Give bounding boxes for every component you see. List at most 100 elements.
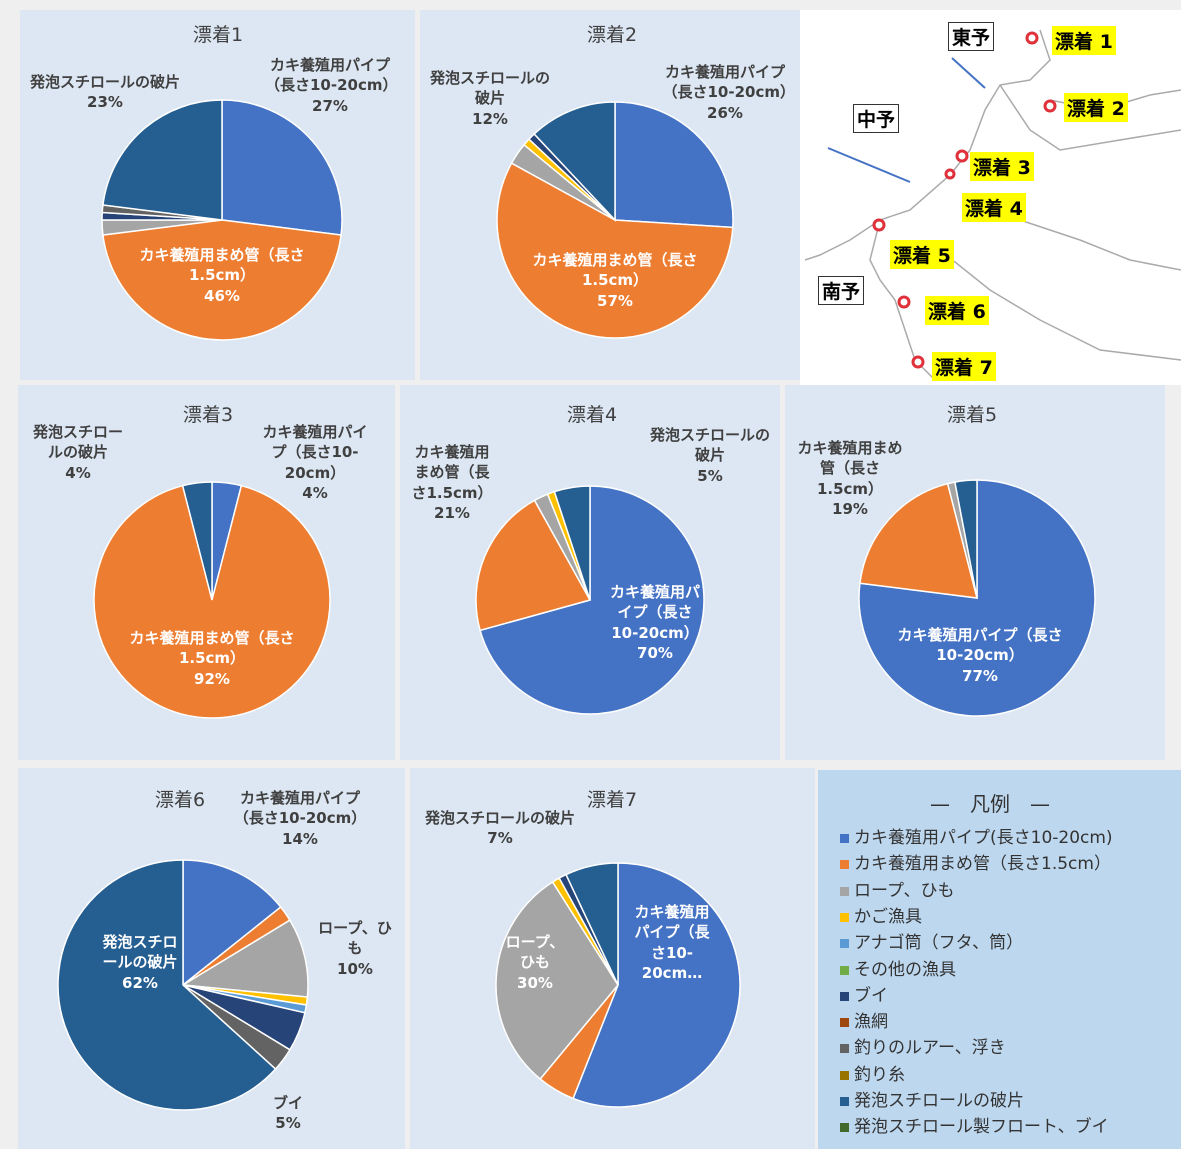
pie-slice [221, 99, 343, 236]
data-label-name: カキ養殖用まめ管（長さ1.5cm） [532, 251, 698, 290]
legend-label: 漁網 [854, 1012, 888, 1033]
data-label: 発泡スチロールの破片 4% [33, 422, 123, 483]
legend-swatch [840, 912, 849, 922]
pie-slice [479, 485, 705, 715]
data-label-name: 発泡スチロールの破片 [30, 73, 181, 91]
pie-slice [533, 101, 616, 222]
legend-item: ブイ [840, 981, 888, 1006]
data-label-name: カキ養殖用パイプ（長さ10-20cm… [634, 903, 710, 982]
data-label-name: カキ養殖用まめ管（長さ1.5cm） [797, 439, 903, 498]
data-label-name: カキ養殖用まめ管（長さ1.5cm） [411, 443, 493, 502]
legend-item: その他の漁具 [840, 955, 956, 980]
legend-label: カキ養殖用まめ管（長さ1.5cm） [854, 854, 1111, 875]
data-label: 発泡スチロールの破片 7% [418, 808, 583, 849]
legend-swatch [840, 1018, 849, 1028]
legend-label: ブイ [854, 985, 888, 1006]
data-label-value: 23% [87, 93, 123, 112]
legend-swatch [840, 939, 849, 949]
legend-swatch [840, 860, 849, 870]
legend-item: 釣り糸 [840, 1060, 905, 1085]
data-label-value: 30% [517, 973, 553, 992]
legend-swatch [840, 1097, 849, 1106]
data-label: 発泡スチロールの破片 62% [99, 932, 181, 993]
map-site: 漂着 3 [970, 152, 1034, 181]
chart-title: 漂着5 [946, 404, 998, 426]
data-label-name: ロープ、ひも [505, 933, 565, 972]
pie-slice [954, 479, 978, 599]
legend-label: その他の漁具 [854, 959, 956, 980]
chart-title: 漂着6 [154, 789, 206, 811]
pie-slice [182, 859, 282, 987]
data-label: カキ養殖用パイプ（長さ10-20cm） 77% [888, 625, 1073, 686]
data-label: ロープ、ひも 30% [505, 932, 565, 993]
legend-swatch [840, 1123, 849, 1133]
legend-swatch [840, 886, 849, 896]
data-label-value: 46% [204, 286, 240, 305]
legend-swatch [840, 1070, 849, 1080]
pie-slice [180, 919, 309, 998]
chart-title: 漂着2 [586, 24, 638, 46]
legend-panel [818, 770, 1181, 1149]
map-line [951, 57, 986, 89]
data-label-value: 62% [122, 973, 158, 992]
legend-label: かご漁具 [854, 906, 922, 927]
legend-item: ロープ、ひも [840, 876, 954, 901]
data-label: ロープ、ひも 10% [315, 918, 395, 979]
data-label-name: カキ養殖用パイプ（長さ10-20cm） [662, 63, 796, 102]
legend-label: 釣り糸 [854, 1064, 905, 1085]
data-label-value: 21% [434, 503, 470, 522]
legend-swatch [840, 1044, 849, 1054]
pie-slice [614, 101, 734, 229]
data-label-value: 10% [337, 959, 373, 978]
legend-label: 釣りのルアー、浮き [854, 1038, 1006, 1059]
chart-title: 漂着7 [586, 789, 638, 811]
legend-item: カキ養殖用まめ管（長さ1.5cm） [840, 849, 1111, 874]
map-site: 漂着 7 [932, 352, 996, 381]
data-label: カキ養殖用パイプ（長さ10-20cm） 4% [259, 422, 371, 503]
data-label-name: カキ養殖用パイプ（長さ10-20cm） [897, 626, 1063, 665]
data-label-value: 7% [487, 829, 513, 848]
map-site: 漂着 6 [925, 296, 989, 325]
legend-item: 発泡スチロールの破片 [840, 1086, 1024, 1111]
chart-title: 漂着3 [182, 404, 234, 426]
legend-label: 発泡スチロールの破片 [854, 1091, 1024, 1111]
data-label-name: 発泡スチロールの破片 [33, 423, 124, 462]
legend-item: かご漁具 [840, 902, 922, 927]
data-label-name: カキ養殖用パイプ（長さ10-20cm） [609, 583, 700, 642]
data-label-value: 26% [707, 103, 743, 122]
legend-label: アナゴ筒（フタ、筒） [854, 933, 1024, 954]
data-label: カキ養殖用まめ管（長さ1.5cm） 19% [795, 438, 905, 519]
map-line [827, 147, 911, 183]
chart-title: 漂着1 [192, 24, 244, 46]
data-label: カキ養殖用パイプ（長さ10-20cm） 14% [228, 788, 373, 849]
data-label-value: 4% [302, 483, 328, 502]
data-label: カキ養殖用まめ管（長さ1.5cm） 57% [523, 250, 708, 311]
pie-slice [102, 99, 223, 221]
data-label: 発泡スチロールの破片 12% [425, 68, 555, 129]
data-label: カキ養殖用パイプ（長さ10-20cm… [633, 902, 711, 983]
pie-slice [102, 219, 342, 341]
map-region: 南予 [818, 276, 865, 305]
data-label-value: 14% [282, 829, 318, 848]
legend-label: ロープ、ひも [854, 880, 955, 901]
map-region: 東予 [948, 22, 995, 51]
legend-title: — 凡例 — [930, 792, 1050, 816]
data-label-value: 4% [65, 463, 91, 482]
data-label: 発泡スチロールの破片 23% [30, 72, 180, 113]
map-points [872, 31, 1057, 369]
data-label: カキ養殖用まめ管（長さ1.5cm） 46% [140, 245, 305, 306]
data-label-name: ロープ、ひも [318, 919, 392, 958]
legend-label: 発泡スチロール製フロート、ブイ [854, 1117, 1109, 1138]
data-label-name: カキ養殖用まめ管（長さ1.5cm） [139, 246, 305, 285]
pie-slice [181, 481, 213, 601]
map-site: 漂着 5 [890, 240, 954, 269]
data-label: ブイ 5% [268, 1093, 308, 1134]
data-label-value: 70% [637, 643, 673, 662]
data-label: カキ養殖用まめ管（長さ1.5cm） 92% [125, 628, 300, 689]
data-label-value: 92% [194, 669, 230, 688]
map-region: 中予 [853, 104, 900, 133]
pie-slice [475, 499, 592, 632]
pie-slice [496, 162, 734, 339]
data-label-name: カキ養殖用パイプ（長さ10-20cm） [233, 789, 367, 828]
